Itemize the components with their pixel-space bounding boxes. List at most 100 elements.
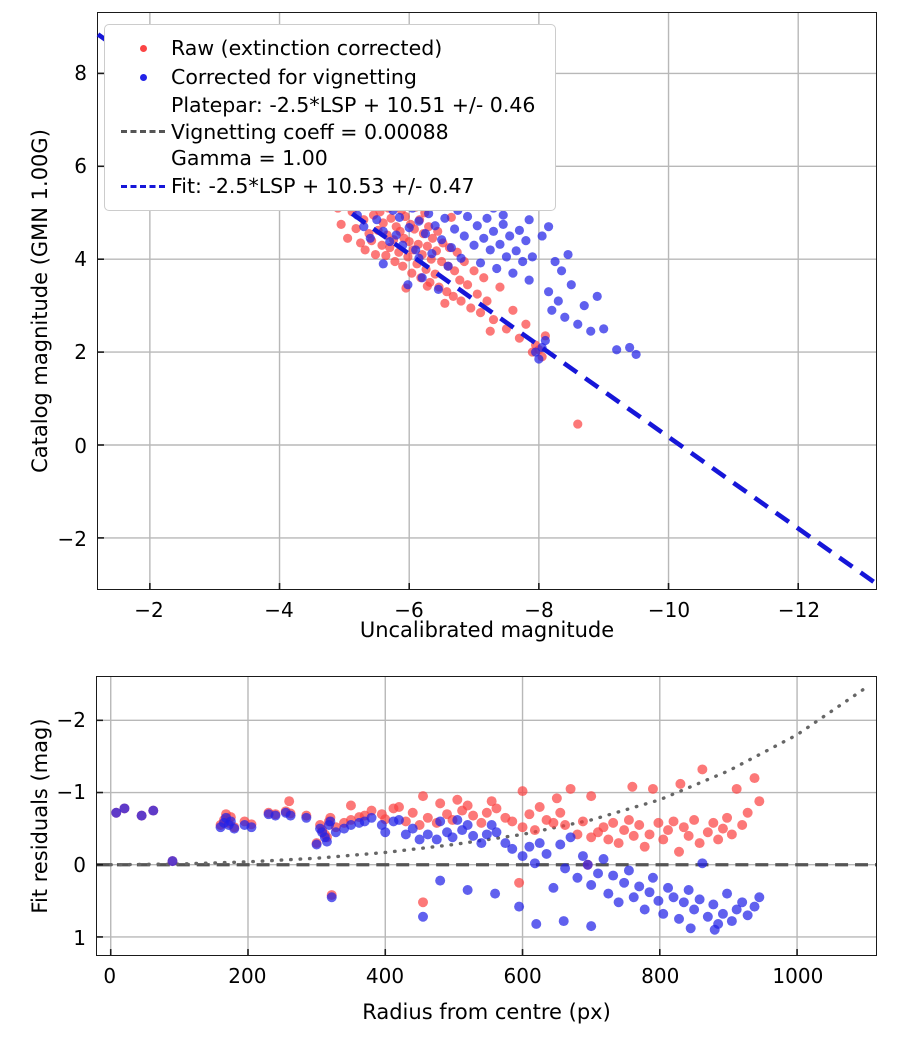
y-tick-label: 6	[74, 153, 87, 178]
data-point	[390, 256, 400, 267]
data-point	[694, 838, 705, 849]
data-point	[647, 783, 658, 794]
data-point	[572, 872, 583, 883]
data-point	[658, 834, 669, 845]
data-point	[534, 838, 545, 849]
y-tick-label: 4	[74, 247, 87, 272]
data-point	[449, 224, 460, 234]
data-point	[381, 250, 391, 261]
data-point	[708, 899, 719, 910]
data-point	[440, 298, 450, 308]
scatter-series-raw	[333, 167, 583, 429]
data-point	[246, 822, 257, 833]
data-point	[355, 238, 366, 248]
data-point	[475, 258, 486, 268]
data-point	[531, 347, 541, 357]
fit-residuals-axes	[96, 676, 877, 956]
y-tick-label: −1	[56, 780, 86, 805]
data-point	[634, 881, 645, 892]
data-point	[529, 825, 540, 836]
data-point	[551, 793, 562, 804]
data-point	[284, 796, 295, 807]
data-point	[639, 841, 650, 852]
data-point	[459, 231, 469, 241]
data-point	[560, 312, 570, 322]
y-tick-label: 1	[73, 925, 86, 950]
data-point	[495, 239, 505, 249]
data-point	[422, 829, 433, 840]
x-tick-label: 600	[503, 964, 542, 988]
scatter-series-corrected	[349, 164, 641, 364]
x-tick-label: −12	[777, 598, 821, 622]
data-point	[456, 296, 466, 306]
data-point	[628, 892, 639, 903]
data-point	[430, 221, 440, 231]
data-point	[366, 805, 377, 816]
data-point	[418, 911, 429, 922]
fit-residuals-y-axis-label: Fit residuals (mag)	[28, 718, 52, 914]
data-point	[448, 291, 458, 301]
data-point	[472, 289, 482, 299]
data-point	[472, 221, 482, 231]
data-point	[380, 827, 391, 838]
data-point	[663, 825, 674, 836]
data-point	[737, 820, 748, 830]
data-point	[548, 882, 559, 893]
data-point	[722, 812, 733, 823]
data-point	[518, 256, 528, 267]
data-point	[592, 291, 602, 301]
data-point	[726, 829, 737, 840]
data-point	[417, 273, 427, 283]
data-point	[586, 791, 597, 802]
data-point	[372, 215, 382, 225]
data-point	[694, 894, 705, 905]
x-tick-label: 800	[641, 964, 680, 988]
data-point	[359, 222, 369, 232]
data-point	[678, 822, 689, 833]
data-point	[524, 215, 534, 225]
x-tick-label: 0	[103, 964, 117, 988]
data-point	[619, 877, 630, 888]
data-point	[394, 212, 405, 222]
data-point	[625, 342, 635, 353]
data-point	[495, 282, 505, 292]
data-point	[119, 803, 130, 814]
data-point	[427, 249, 437, 259]
data-point	[422, 241, 432, 251]
data-point	[709, 924, 720, 935]
data-point	[148, 805, 159, 816]
data-point	[627, 781, 638, 792]
data-point	[663, 882, 674, 893]
data-point	[697, 764, 708, 775]
data-point	[468, 830, 479, 841]
data-point	[475, 308, 486, 318]
data-point	[749, 773, 760, 784]
data-point	[452, 794, 463, 805]
data-point	[229, 823, 240, 834]
fit-residuals-plot-area	[97, 677, 876, 955]
data-point	[668, 816, 679, 827]
data-point	[685, 923, 696, 934]
data-point	[713, 834, 724, 845]
data-point	[555, 839, 566, 850]
data-point	[462, 800, 473, 811]
data-point	[377, 240, 387, 250]
y-tick-label: 8	[74, 60, 87, 85]
data-point	[675, 778, 686, 789]
data-point	[702, 827, 713, 838]
data-point	[270, 810, 281, 821]
data-point	[593, 868, 604, 879]
data-point	[560, 863, 571, 874]
data-point	[634, 820, 645, 830]
plot-legend: Raw (extinction corrected) Corrected for …	[104, 24, 556, 211]
data-point	[565, 783, 576, 794]
data-point	[558, 916, 569, 927]
data-point	[521, 319, 531, 329]
legend-dashed-line-platepar-icon	[121, 130, 165, 134]
data-point	[560, 820, 571, 830]
x-tick-label: 1000	[772, 964, 824, 988]
data-point	[586, 326, 596, 336]
data-point	[508, 268, 518, 278]
data-point	[586, 832, 597, 843]
data-point	[414, 834, 425, 845]
